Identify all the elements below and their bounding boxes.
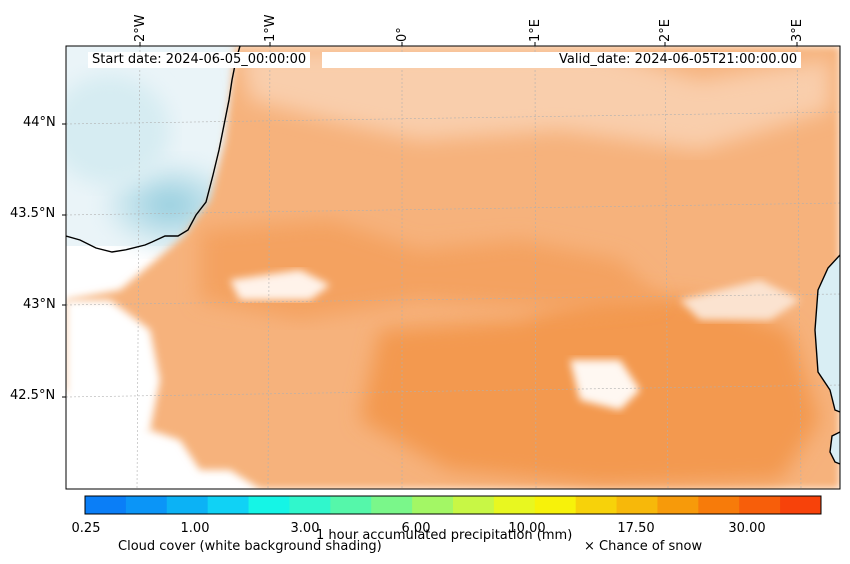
colorbar-tick-4: 10.00 bbox=[508, 521, 546, 536]
colorbar-swatch bbox=[85, 496, 127, 514]
colorbar bbox=[85, 496, 822, 514]
colorbar-title: 1 hour accumulated precipitation (mm) bbox=[316, 528, 573, 543]
lon-label-1w: 1°W bbox=[263, 14, 278, 42]
lon-label-2w: 2°W bbox=[133, 14, 148, 42]
colorbar-swatch bbox=[412, 496, 454, 514]
lon-label-2e: 2°E bbox=[658, 19, 673, 42]
colorbar-tick-1: 1.00 bbox=[180, 521, 210, 536]
clear-gap-4 bbox=[680, 280, 800, 320]
lon-label-3e: 3°E bbox=[790, 19, 805, 42]
valid-date-label: Valid_date: 2024-06-05T21:00:00.00 bbox=[555, 52, 802, 68]
cloud-cover-note: Cloud cover (white background shading) bbox=[118, 539, 382, 554]
colorbar-swatch bbox=[453, 496, 495, 514]
med-sea bbox=[815, 255, 840, 412]
sea-blue-patch-north bbox=[66, 75, 170, 185]
colorbar-swatch bbox=[289, 496, 331, 514]
lon-label-1e: 1°E bbox=[528, 19, 543, 42]
colorbar-swatch bbox=[575, 496, 618, 514]
colorbar-tick-0: 0.25 bbox=[71, 521, 101, 536]
snow-chance-note: × Chance of snow bbox=[584, 539, 703, 554]
clear-gap-2 bbox=[66, 300, 160, 470]
colorbar-swatch bbox=[493, 496, 536, 514]
colorbar-swatch bbox=[739, 496, 781, 514]
colorbar-swatch bbox=[125, 496, 168, 514]
graticule bbox=[66, 46, 840, 489]
header-strip bbox=[322, 52, 566, 68]
colorbar-frame bbox=[84, 495, 822, 515]
colorbar-swatch bbox=[616, 496, 658, 514]
colorbar-tick-3: 6.00 bbox=[401, 521, 431, 536]
lon-label-0: 0° bbox=[395, 27, 410, 42]
map-frame bbox=[65, 45, 841, 490]
colorbar-swatch bbox=[371, 496, 413, 514]
lat-label-42-5n: 42.5°N bbox=[10, 388, 56, 403]
lat-label-44n: 44°N bbox=[23, 115, 56, 130]
colorbar-swatch bbox=[534, 496, 577, 514]
lat-label-43-5n: 43.5°N bbox=[10, 206, 56, 221]
colorbar-swatch bbox=[330, 496, 372, 514]
colorbar-tick-6: 30.00 bbox=[728, 521, 766, 536]
colorbar-tick-5: 17.50 bbox=[617, 521, 655, 536]
colorbar-swatch bbox=[780, 496, 822, 514]
start-date-label: Start date: 2024-06-05_00:00:00 bbox=[88, 52, 311, 68]
clear-gap-1 bbox=[230, 270, 330, 300]
clear-gap-3 bbox=[570, 360, 640, 410]
colorbar-swatch bbox=[698, 496, 740, 514]
colorbar-swatch bbox=[207, 496, 250, 514]
colorbar-swatch bbox=[248, 496, 290, 514]
lat-label-43n: 43°N bbox=[23, 297, 56, 312]
colorbar-tick-2: 3.00 bbox=[290, 521, 320, 536]
colorbar-swatch bbox=[166, 496, 209, 514]
colorbar-swatch bbox=[657, 496, 699, 514]
coastline bbox=[66, 46, 840, 465]
